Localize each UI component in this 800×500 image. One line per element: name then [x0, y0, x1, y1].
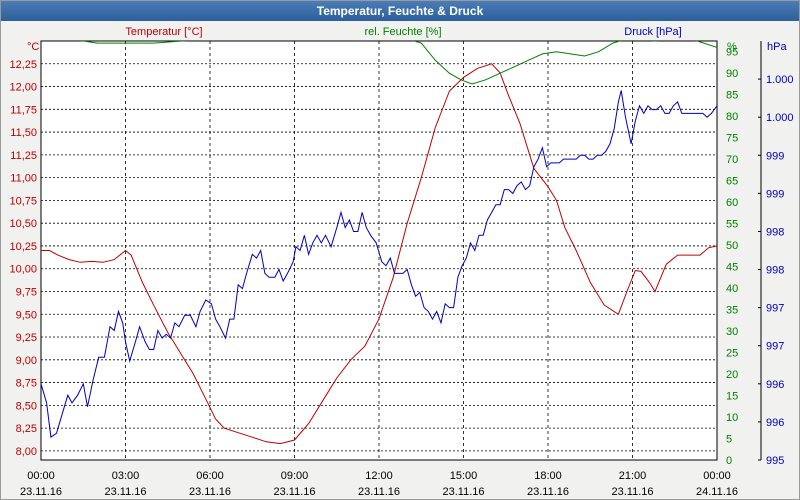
x-tick-time: 00:00: [27, 470, 55, 482]
axis-labels: 8,00 8,25 8,50 8,75 9,00 9,25 9,50 9,75 10,00 10,…: [9, 41, 794, 498]
temperature-tick-label: 11,75: [10, 104, 37, 116]
x-tick-time: 12:00: [365, 470, 393, 482]
humidity-tick-label: 60: [726, 197, 738, 209]
temperature-tick-label: 11,25: [10, 150, 37, 162]
pressure-tick-label: 999: [766, 150, 784, 162]
grid-lines: [41, 41, 717, 460]
x-tick-time: 00:00: [703, 470, 731, 482]
pressure-tick-label: 996: [766, 379, 784, 391]
x-tick-time: 18:00: [534, 470, 562, 482]
humidity-unit-label: %: [727, 41, 737, 53]
x-tick-time: 15:00: [450, 470, 478, 482]
pressure-tick-label: 995: [766, 455, 784, 467]
temperature-tick-label: 9,50: [16, 309, 37, 321]
pressure-tick-label: 1.000: [766, 112, 794, 124]
x-tick-time: 09:00: [281, 470, 309, 482]
x-tick-date: 24.11.16: [696, 486, 738, 498]
humidity-tick-label: 45: [726, 262, 738, 274]
pressure-tick-label: 999: [766, 188, 784, 200]
pressure-tick-label: 997: [766, 303, 784, 315]
humidity-tick-label: 15: [726, 391, 738, 403]
temperature-tick-label: 10,75: [9, 195, 37, 207]
temperature-tick-label: 10,50: [9, 218, 37, 230]
temperature-tick-label: 8,00: [16, 446, 37, 458]
x-tick-date: 23.11.16: [104, 486, 146, 498]
x-tick-date: 23.11.16: [611, 486, 653, 498]
humidity-tick-label: 0: [726, 455, 732, 467]
humidity-tick-label: 30: [726, 326, 738, 338]
pressure-tick-label: 998: [766, 265, 784, 277]
x-tick-date: 23.11.16: [273, 486, 315, 498]
temperature-tick-label: 8,75: [16, 378, 37, 390]
humidity-tick-label: 55: [726, 219, 738, 231]
temperature-tick-label: 9,25: [16, 332, 37, 344]
x-tick-date: 23.11.16: [442, 486, 484, 498]
temperature-series-line: [41, 63, 717, 445]
humidity-tick-label: 75: [726, 133, 738, 145]
temperature-tick-label: 12,25: [9, 59, 37, 71]
humidity-tick-label: 90: [726, 68, 738, 80]
pressure-tick-label: 998: [766, 226, 784, 238]
humidity-tick-label: 80: [726, 111, 738, 123]
humidity-tick-label: 85: [726, 90, 738, 102]
temperature-tick-label: 9,75: [16, 286, 37, 298]
temperature-tick-label: 11,00: [10, 173, 37, 185]
temperature-tick-label: 8,50: [16, 400, 37, 412]
pressure-series-line: [41, 90, 717, 438]
humidity-tick-label: 35: [726, 305, 738, 317]
temperature-tick-label: 10,00: [9, 264, 37, 276]
chart: 8,00 8,25 8,50 8,75 9,00 9,25 9,50 9,75 10,00 10,…: [9, 26, 794, 498]
temperature-series-label: Temperatur [°C]: [125, 26, 202, 38]
pressure-unit-label: hPa: [767, 41, 787, 53]
x-tick-time: 06:00: [196, 470, 224, 482]
humidity-series-line: [79, 41, 717, 85]
humidity-series-label: rel. Feuchte [%]: [364, 26, 441, 38]
x-tick-time: 21:00: [619, 470, 647, 482]
humidity-tick-label: 50: [726, 240, 738, 252]
x-tick-date: 23.11.16: [527, 486, 569, 498]
humidity-tick-label: 65: [726, 176, 738, 188]
temperature-tick-label: 12,00: [9, 82, 37, 94]
temperature-tick-label: 10,25: [9, 241, 37, 253]
x-tick-date: 23.11.16: [20, 486, 62, 498]
temperature-unit-label: °C: [27, 41, 39, 53]
temperature-tick-label: 11,50: [10, 127, 37, 139]
x-tick-date: 23.11.16: [189, 486, 231, 498]
temperature-tick-label: 8,25: [16, 423, 37, 435]
humidity-tick-label: 25: [726, 348, 738, 360]
x-tick-time: 03:00: [112, 470, 140, 482]
series-lines: [41, 41, 717, 445]
window-title: Temperatur, Feuchte & Druck: [1, 1, 799, 21]
pressure-tick-label: 996: [766, 417, 784, 429]
humidity-tick-label: 20: [726, 369, 738, 381]
humidity-tick-label: 70: [726, 154, 738, 166]
humidity-tick-label: 5: [726, 434, 732, 446]
humidity-tick-label: 95: [726, 47, 738, 59]
pressure-series-label: Druck [hPa]: [624, 26, 681, 38]
humidity-tick-label: 40: [726, 283, 738, 295]
temperature-tick-label: 9,00: [16, 355, 37, 367]
pressure-tick-label: 997: [766, 341, 784, 353]
pressure-tick-label: 1.000: [766, 74, 794, 86]
x-tick-date: 23.11.16: [358, 486, 400, 498]
humidity-tick-label: 10: [726, 412, 738, 424]
